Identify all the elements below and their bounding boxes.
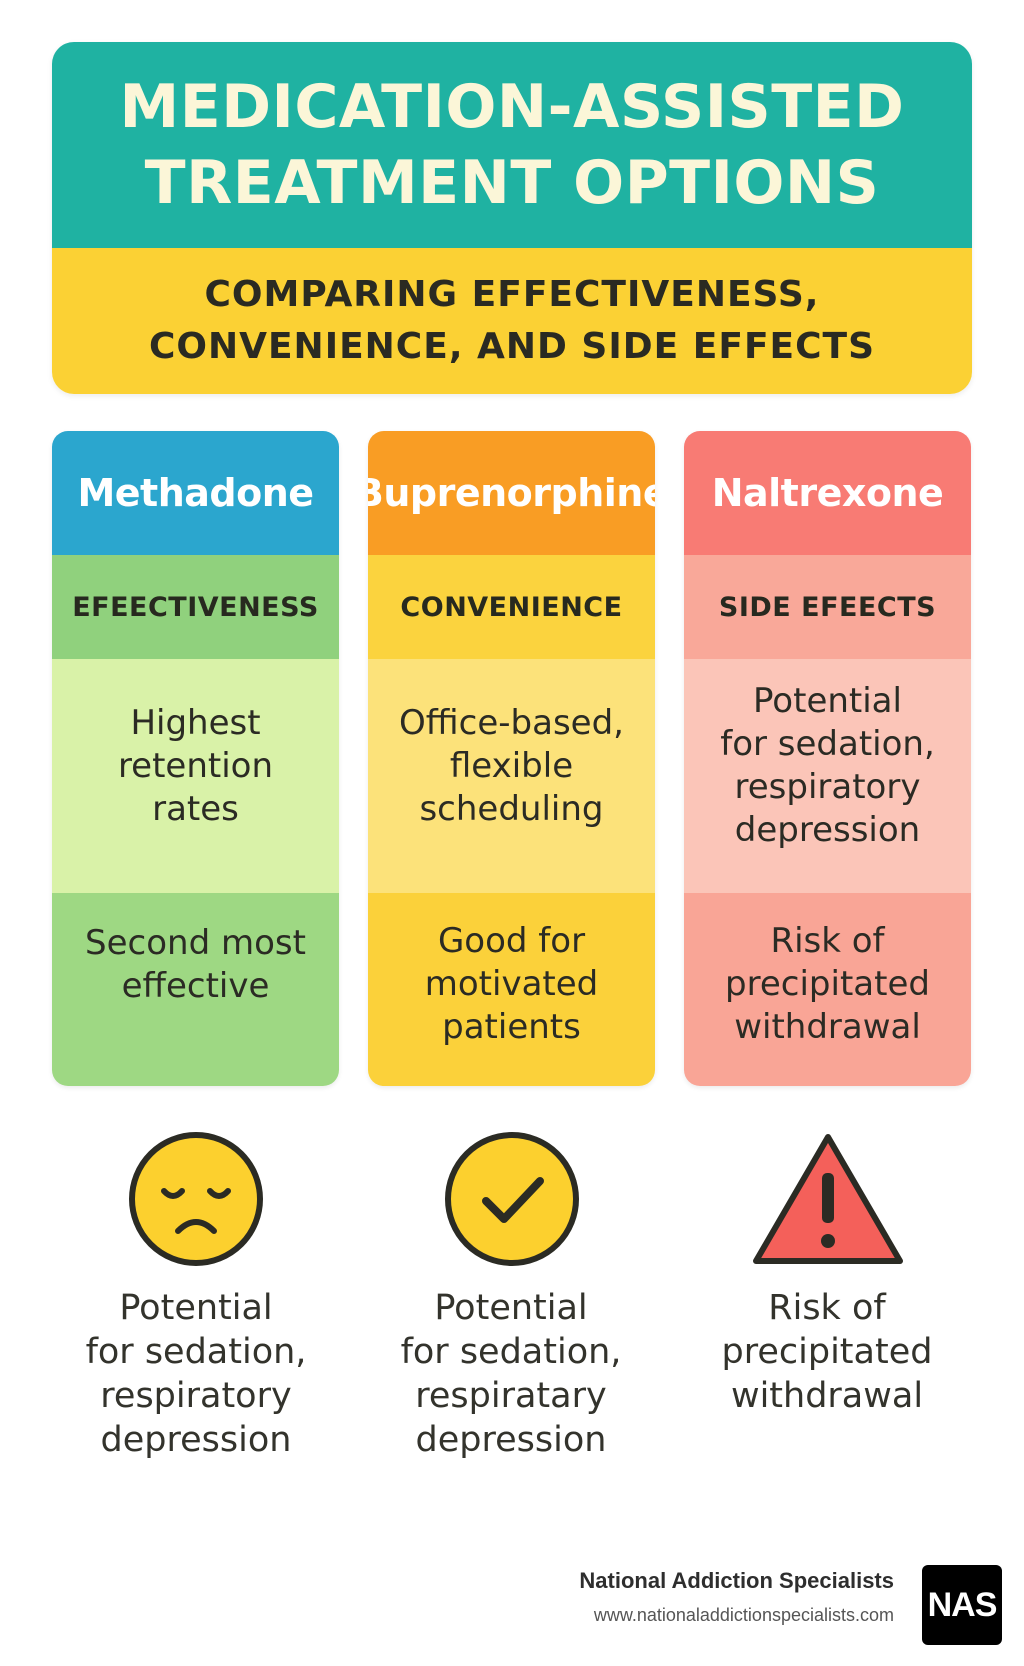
subtitle-block: COMPARING EFFECTIVENESS, CONVENIENCE, AN…: [52, 248, 972, 394]
description-line: rates: [152, 788, 239, 829]
detail-line: effective: [121, 965, 270, 1006]
header-banner: MEDICATION-ASSISTED TREATMENT OPTIONS CO…: [52, 42, 972, 394]
caption-line: for sedation,: [400, 1332, 622, 1372]
column-title: Methadone: [52, 431, 339, 555]
description-line: for sedation,: [720, 724, 935, 764]
subtitle-line-1: COMPARING EFFECTIVENESS,: [204, 274, 820, 315]
check-circle-icon: [368, 1124, 655, 1274]
column-title: Naltrexone: [684, 431, 971, 555]
caption-line: for sedation,: [85, 1332, 307, 1372]
sad-face-icon: [52, 1124, 339, 1274]
column-naltrexone: Naltrexone SIDE EFEECTS Potential for se…: [684, 431, 971, 1086]
caption-line: depression: [415, 1420, 607, 1460]
description-line: respiratory: [734, 767, 921, 807]
description-line: Highest: [130, 702, 261, 743]
subtitle-line-2: CONVENIENCE, AND SIDE EFFECTS: [148, 326, 876, 367]
column-description: Potential for sedation, respiratory depr…: [684, 659, 971, 893]
icon-caption: Risk of precipitated withdrawal: [677, 1286, 977, 1418]
column-category: CONVENIENCE: [368, 555, 655, 659]
caption-line: Potential: [434, 1288, 588, 1328]
detail-line: Risk of: [770, 921, 885, 961]
organization-name: National Addiction Specialists: [579, 1568, 894, 1593]
description-line: scheduling: [419, 788, 604, 829]
caption-line: depression: [100, 1420, 292, 1460]
column-category: SIDE EFEECTS: [684, 555, 971, 659]
detail-line: precipitated: [725, 964, 930, 1004]
column-buprenorphine: Buprenorphine CONVENIENCE Office-based, …: [368, 431, 655, 1086]
description-line: retention: [117, 745, 274, 786]
column-title: Buprenorphine: [368, 431, 655, 555]
caption-line: Risk of: [768, 1288, 886, 1328]
column-description: Highest retention rates: [52, 659, 339, 893]
description-line: Office-based,: [399, 702, 624, 743]
caption-line: respiratory: [100, 1376, 292, 1416]
warning-triangle-icon: [684, 1124, 971, 1274]
description-line: flexible: [449, 745, 574, 786]
icon-caption: Potential for sedation, respiratary depr…: [361, 1286, 661, 1462]
detail-line: Second most: [85, 922, 306, 963]
column-methadone: Methadone EFEECTIVENESS Highest retentio…: [52, 431, 339, 1086]
description-line: depression: [734, 810, 921, 850]
title-line-2: TREATMENT OPTIONS: [144, 148, 880, 218]
detail-line: motivated: [424, 964, 599, 1004]
column-detail: Good for motivated patients: [368, 893, 655, 1086]
website-url: www.nationaladdictionspecialists.com: [593, 1605, 894, 1625]
detail-line: patients: [442, 1007, 581, 1047]
caption-line: withdrawal: [730, 1376, 924, 1416]
column-description: Office-based, flexible scheduling: [368, 659, 655, 893]
detail-line: withdrawal: [734, 1007, 921, 1047]
description-line: Potential: [753, 681, 902, 721]
icon-caption: Potential for sedation, respiratory depr…: [46, 1286, 346, 1462]
column-detail: Second most effective: [52, 893, 339, 1086]
comparison-columns: Methadone EFEECTIVENESS Highest retentio…: [52, 431, 972, 1086]
title-line-1: MEDICATION-ASSISTED: [119, 72, 905, 142]
detail-line: Good for: [437, 921, 586, 961]
column-category: EFEECTIVENESS: [52, 555, 339, 659]
caption-line: precipitated: [721, 1332, 933, 1372]
title-block: MEDICATION-ASSISTED TREATMENT OPTIONS: [52, 42, 972, 248]
caption-line: Potential: [119, 1288, 273, 1328]
nas-logo: NAS: [922, 1565, 1002, 1645]
column-detail: Risk of precipitated withdrawal: [684, 893, 971, 1086]
caption-line: respiratary: [415, 1376, 607, 1416]
